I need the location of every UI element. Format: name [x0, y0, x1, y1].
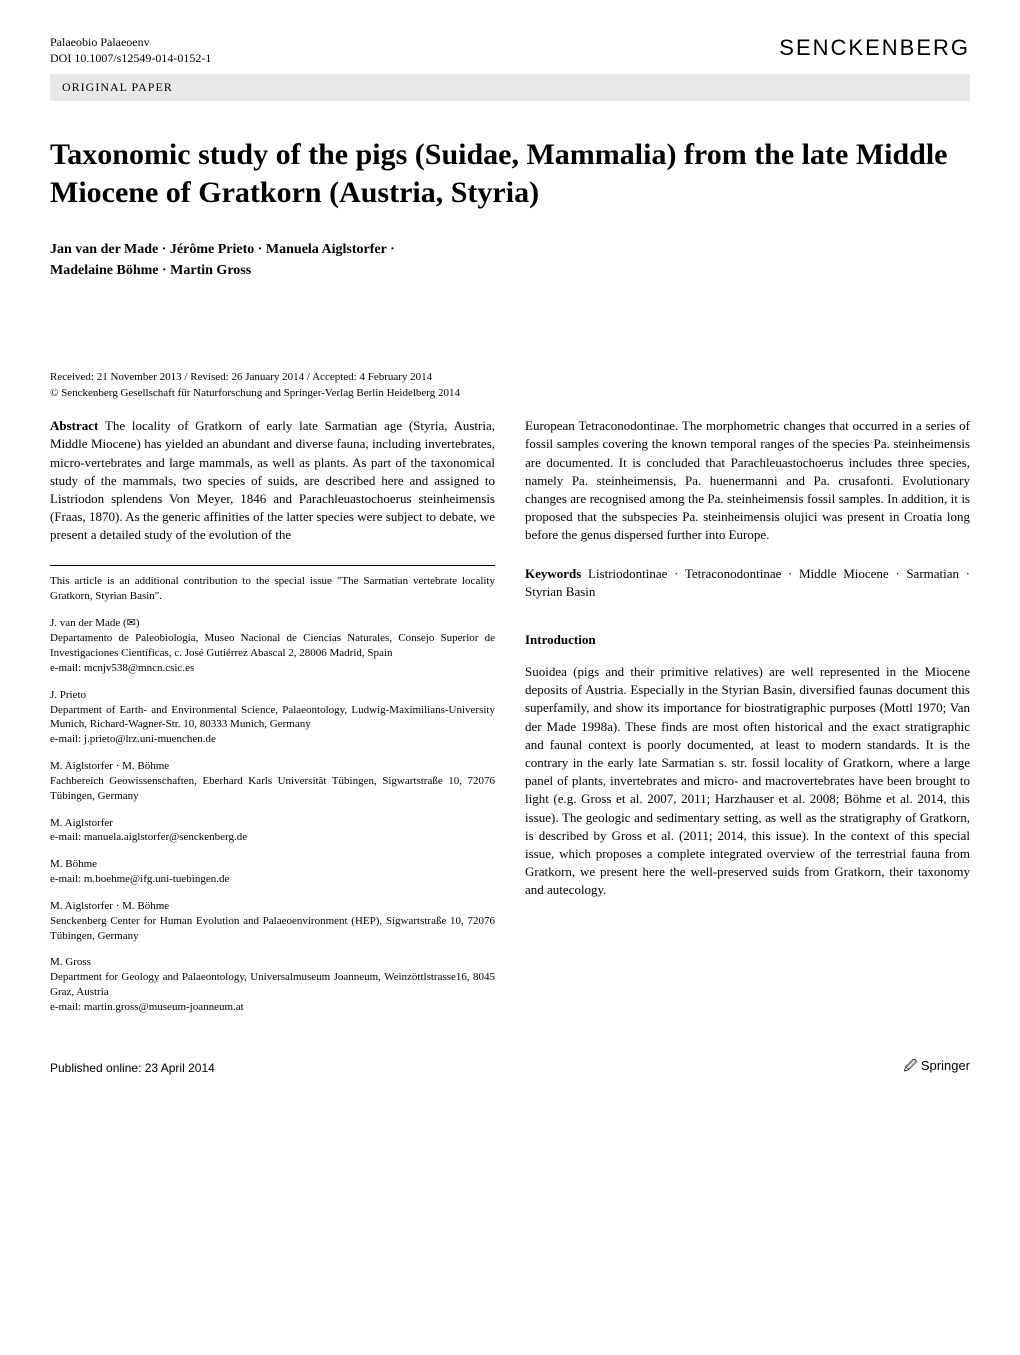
affiliation-name: J. Prieto — [50, 688, 495, 703]
introduction-heading: Introduction — [525, 631, 970, 649]
affiliation-email: e-mail: martin.gross@museum-joanneum.at — [50, 1000, 495, 1015]
affiliation-name: M. Aiglstorfer · M. Böhme — [50, 899, 495, 914]
journal-info: Palaeobio Palaeoenv DOI 10.1007/s12549-0… — [50, 35, 211, 66]
divider — [50, 565, 495, 566]
affiliation-block: J. Prieto Department of Earth- and Envir… — [50, 688, 495, 747]
affiliation-name: M. Aiglstorfer — [50, 816, 495, 831]
affiliation-block: M. Böhme e-mail: m.boehme@ifg.uni-tuebin… — [50, 857, 495, 887]
abstract-paragraph: Abstract The locality of Gratkorn of ear… — [50, 417, 495, 544]
affiliation-dept: Department for Geology and Palaeontology… — [50, 970, 495, 1000]
received-dates: Received: 21 November 2013 / Revised: 26… — [50, 371, 970, 383]
affiliation-email: e-mail: j.prieto@lrz.uni-muenchen.de — [50, 732, 495, 747]
affiliation-name: M. Gross — [50, 955, 495, 970]
affiliation-dept: Department of Earth- and Environmental S… — [50, 703, 495, 733]
affiliation-block: M. Gross Department for Geology and Pala… — [50, 955, 495, 1014]
doi: DOI 10.1007/s12549-014-0152-1 — [50, 51, 211, 67]
affiliation-email: e-mail: manuela.aiglstorfer@senckenberg.… — [50, 830, 495, 845]
page-footer: Published online: 23 April 2014 🖉 Spring… — [50, 1057, 970, 1079]
affiliation-name: J. van der Made (✉) — [50, 616, 495, 631]
affiliation-email: e-mail: m.boehme@ifg.uni-tuebingen.de — [50, 872, 495, 887]
published-date: Published online: 23 April 2014 — [50, 1061, 215, 1075]
keywords-text: Listriodontinae · Tetraconodontinae · Mi… — [525, 566, 970, 599]
page-header: Palaeobio Palaeoenv DOI 10.1007/s12549-0… — [50, 35, 970, 66]
paper-title: Taxonomic study of the pigs (Suidae, Mam… — [50, 136, 970, 211]
paper-type-banner: ORIGINAL PAPER — [50, 74, 970, 101]
authors-line: Jan van der Made · Jérôme Prieto · Manue… — [50, 239, 970, 260]
affiliation-block: M. Aiglstorfer e-mail: manuela.aiglstorf… — [50, 816, 495, 846]
affiliation-email: e-mail: mcnjv538@mncn.csic.es — [50, 661, 495, 676]
special-issue-note: This article is an additional contributi… — [50, 574, 495, 605]
right-column: European Tetraconodontinae. The morphome… — [525, 417, 970, 1027]
affiliation-name: M. Aiglstorfer · M. Böhme — [50, 759, 495, 774]
affiliation-block: J. van der Made (✉) Departamento de Pale… — [50, 616, 495, 675]
abstract-continuation: European Tetraconodontinae. The morphome… — [525, 417, 970, 544]
springer-logo: 🖉 Springer — [903, 1057, 970, 1079]
keywords-block: Keywords Listriodontinae · Tetraconodont… — [525, 565, 970, 601]
publisher-logo: SENCKENBERG — [779, 35, 970, 61]
authors-list: Jan van der Made · Jérôme Prieto · Manue… — [50, 239, 970, 281]
affiliation-dept: Departamento de Paleobiología, Museo Nac… — [50, 631, 495, 661]
authors-line: Madelaine Böhme · Martin Gross — [50, 260, 970, 281]
affiliation-name: M. Böhme — [50, 857, 495, 872]
affiliation-dept: Fachbereich Geowissenschaften, Eberhard … — [50, 774, 495, 804]
affiliation-dept: Senckenberg Center for Human Evolution a… — [50, 914, 495, 944]
abstract-label: Abstract — [50, 418, 98, 433]
abstract-text-left: The locality of Gratkorn of early late S… — [50, 418, 495, 542]
affiliation-block: M. Aiglstorfer · M. Böhme Fachbereich Ge… — [50, 759, 495, 804]
copyright-line: © Senckenberg Gesellschaft für Naturfors… — [50, 387, 970, 399]
journal-name: Palaeobio Palaeoenv — [50, 35, 211, 51]
introduction-text: Suoidea (pigs and their primitive relati… — [525, 663, 970, 899]
left-column: Abstract The locality of Gratkorn of ear… — [50, 417, 495, 1027]
content-columns: Abstract The locality of Gratkorn of ear… — [50, 417, 970, 1027]
affiliation-block: M. Aiglstorfer · M. Böhme Senckenberg Ce… — [50, 899, 495, 944]
keywords-label: Keywords — [525, 566, 581, 581]
